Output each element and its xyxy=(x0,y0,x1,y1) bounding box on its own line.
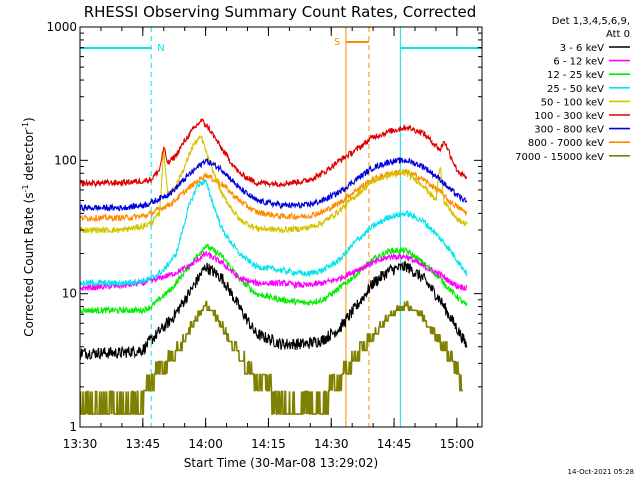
plot-frame xyxy=(79,26,483,428)
legend-label: 7000 - 15000 keV xyxy=(515,152,604,163)
series-line xyxy=(80,156,468,213)
legend-label: 50 - 100 keV xyxy=(541,97,605,108)
x-tick-label: 14:45 xyxy=(377,437,412,451)
x-tick-label: 14:30 xyxy=(314,437,349,451)
night-flag-label: N xyxy=(157,43,164,54)
series-line xyxy=(80,300,463,415)
footer-date: 14-Oct-2021 05:28 xyxy=(568,468,634,476)
x-tick-label: 13:45 xyxy=(126,437,161,451)
series-line xyxy=(80,243,468,315)
y-tick-label: 10 xyxy=(62,287,77,301)
legend: Det 1,3,4,5,6,9, Att 0 3 - 6 keV 6 - 12 k… xyxy=(515,16,630,163)
x-tick-label: 14:15 xyxy=(251,437,286,451)
saa-flag-label: S xyxy=(334,37,340,48)
legend-label: 25 - 50 keV xyxy=(547,84,604,95)
legend-attenuator-header: Att 0 xyxy=(606,29,630,40)
series-line xyxy=(80,260,468,361)
legend-label: 12 - 25 keV xyxy=(547,70,604,81)
series-line xyxy=(80,135,468,235)
x-axis-label: Start Time (30-Mar-08 13:29:02) xyxy=(184,456,378,470)
series-line xyxy=(80,118,468,189)
series-line xyxy=(80,179,468,288)
series-line xyxy=(80,250,468,292)
legend-label: 100 - 300 keV xyxy=(534,111,604,122)
x-tick-label: 14:00 xyxy=(188,437,223,451)
x-tick-label: 15:00 xyxy=(440,437,475,451)
chart-title: RHESSI Observing Summary Count Rates, Co… xyxy=(84,3,477,21)
legend-label: 6 - 12 keV xyxy=(553,57,604,68)
legend-label: 800 - 7000 keV xyxy=(528,138,604,149)
y-tick-label: 1 xyxy=(69,420,77,434)
y-tick-label: 1000 xyxy=(46,20,77,34)
legend-label: 300 - 800 keV xyxy=(534,125,604,136)
x-tick-label: 13:30 xyxy=(63,437,98,451)
y-axis-label: Corrected Count Rate (s-1 detector-1) xyxy=(21,117,36,336)
legend-label: 3 - 6 keV xyxy=(560,43,604,54)
y-tick-label: 100 xyxy=(54,153,77,167)
legend-detector-header: Det 1,3,4,5,6,9, xyxy=(552,16,630,27)
